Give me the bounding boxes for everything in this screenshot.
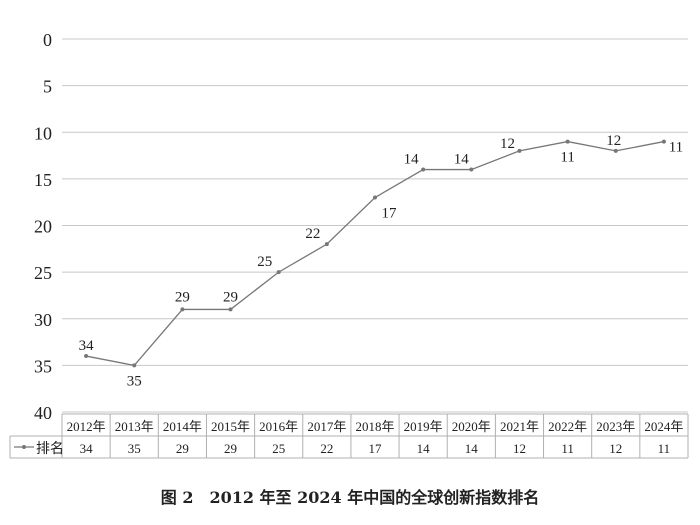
table-value: 29 <box>224 441 237 456</box>
x-tick-label: 2022年 <box>548 419 587 434</box>
data-point <box>421 167 426 172</box>
data-label: 29 <box>223 289 238 305</box>
x-tick-label: 2024年 <box>644 419 683 434</box>
data-point <box>180 307 185 312</box>
data-point <box>84 354 89 359</box>
table-value: 14 <box>465 441 479 456</box>
y-tick-label: 20 <box>34 217 52 237</box>
data-point <box>132 363 137 368</box>
y-tick-label: 25 <box>34 263 52 283</box>
data-label: 35 <box>127 373 142 389</box>
data-point <box>276 270 281 275</box>
data-label: 22 <box>305 226 320 242</box>
y-tick-label: 15 <box>34 170 52 190</box>
table-value: 25 <box>272 441 285 456</box>
y-tick-label: 30 <box>34 310 52 330</box>
table-value: 12 <box>513 441 526 456</box>
table-value: 11 <box>561 441 574 456</box>
x-tick-label: 2017年 <box>307 419 346 434</box>
data-label: 29 <box>175 289 190 305</box>
table-value: 29 <box>176 441 189 456</box>
table-value: 12 <box>609 441 622 456</box>
data-label: 11 <box>669 140 683 156</box>
data-point <box>469 167 474 172</box>
x-tick-label: 2020年 <box>452 419 491 434</box>
y-tick-label: 35 <box>34 356 52 376</box>
chart-svg: 0 5 10 15 20 25 30 35 40 2012年 34 2013年 35 2014年 29 201… <box>9 30 689 459</box>
table-value: 11 <box>658 441 671 456</box>
data-label: 14 <box>454 152 470 168</box>
data-label: 14 <box>404 152 420 168</box>
chart-title: 图 2 2012 年至 2024 年中国的全球创新指数排名 <box>160 488 540 507</box>
x-tick-label: 2015年 <box>211 419 250 434</box>
table-value: 22 <box>320 441 333 456</box>
x-tick-label: 2019年 <box>404 419 443 434</box>
series-line <box>85 140 665 367</box>
x-tick-label: 2023年 <box>596 419 635 434</box>
table-value: 14 <box>417 441 431 456</box>
y-tick-label: 5 <box>43 77 52 97</box>
data-point <box>613 148 618 153</box>
table-value: 17 <box>369 441 383 456</box>
x-tick-label: 2018年 <box>355 419 394 434</box>
x-tick-label: 2021年 <box>500 419 539 434</box>
y-tick-label: 10 <box>34 123 52 143</box>
table-value: 34 <box>80 441 94 456</box>
x-tick-label: 2013年 <box>115 419 154 434</box>
table-value: 35 <box>128 441 141 456</box>
data-point <box>228 307 233 312</box>
data-label: 17 <box>382 206 398 222</box>
y-tick-label: 0 <box>43 30 52 50</box>
x-tick-label: 2012年 <box>67 419 106 434</box>
y-tick-label: 40 <box>34 403 52 423</box>
data-label: 34 <box>79 338 95 354</box>
x-tick-label: 2014年 <box>163 419 202 434</box>
data-point <box>324 242 329 247</box>
data-label: 12 <box>606 133 621 149</box>
data-label: 11 <box>560 150 574 166</box>
data-label: 25 <box>257 254 272 270</box>
legend-point-marker <box>22 445 26 449</box>
data-point <box>565 139 570 144</box>
data-point <box>661 139 666 144</box>
data-label: 12 <box>500 136 515 152</box>
x-tick-label: 2016年 <box>259 419 298 434</box>
legend-label: 排名 <box>36 441 64 457</box>
data-point <box>517 148 522 153</box>
data-point <box>373 195 377 200</box>
